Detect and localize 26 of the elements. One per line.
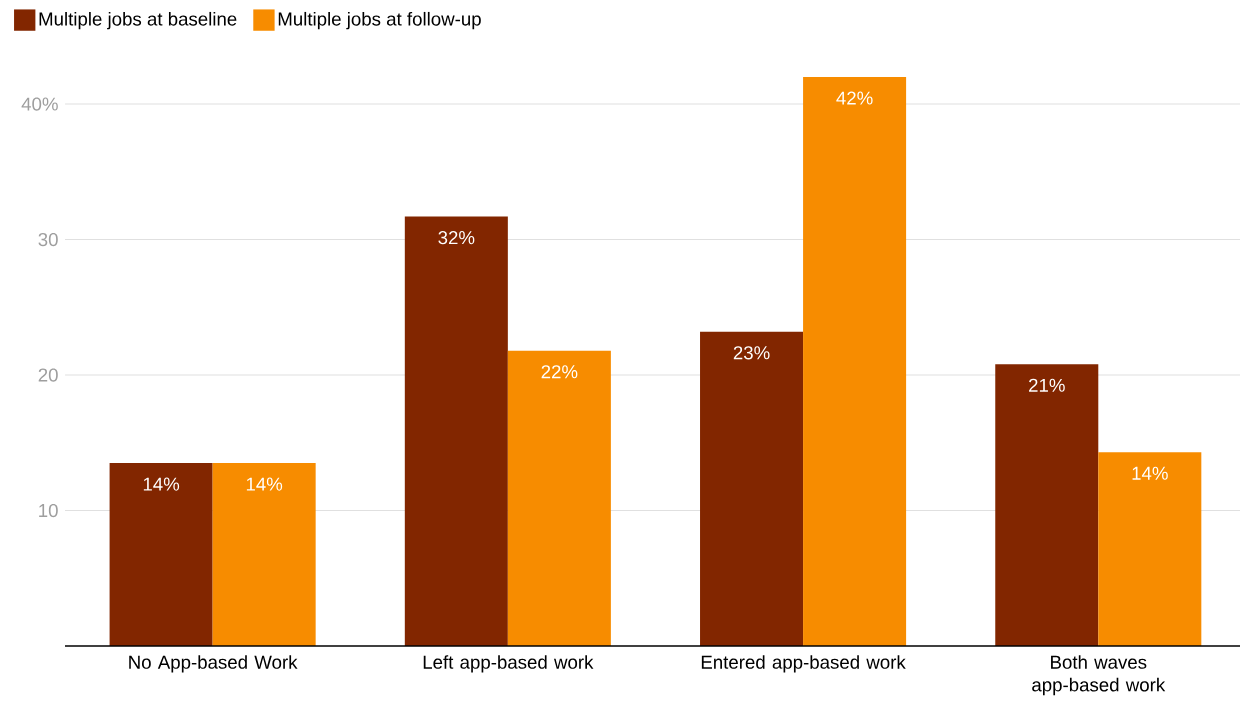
- data-label: 23%: [733, 346, 770, 360]
- y-tick-label: 30: [38, 232, 58, 247]
- legend-label: Multiple jobs at baseline: [39, 11, 237, 30]
- data-label: 22%: [541, 365, 578, 379]
- bar: [995, 364, 1099, 646]
- bar: [404, 216, 508, 646]
- x-tick-label: No App-based Work: [129, 655, 298, 673]
- bar: [212, 463, 316, 646]
- data-label: 14%: [246, 477, 283, 491]
- bar: [700, 331, 804, 646]
- x-tick-label: Entered app-based work: [701, 655, 906, 673]
- bar: [507, 350, 611, 646]
- y-tick-label: 40%: [21, 97, 58, 111]
- bar: [803, 76, 907, 646]
- x-tick-label: Left app-based work: [423, 655, 594, 673]
- bar: [1098, 452, 1202, 646]
- legend-label: Multiple jobs at follow-up: [278, 11, 481, 30]
- bar: [109, 463, 213, 646]
- y-tick-label: 10: [39, 503, 58, 518]
- data-label: 42%: [836, 91, 873, 105]
- x-tick-label: Both waves app-based work: [1032, 655, 1166, 696]
- y-tick-label: 20: [38, 368, 58, 382]
- data-label: 14%: [1132, 466, 1168, 480]
- data-label: 21%: [1029, 378, 1065, 392]
- data-label: 14%: [143, 477, 180, 491]
- data-label: 32%: [438, 231, 475, 245]
